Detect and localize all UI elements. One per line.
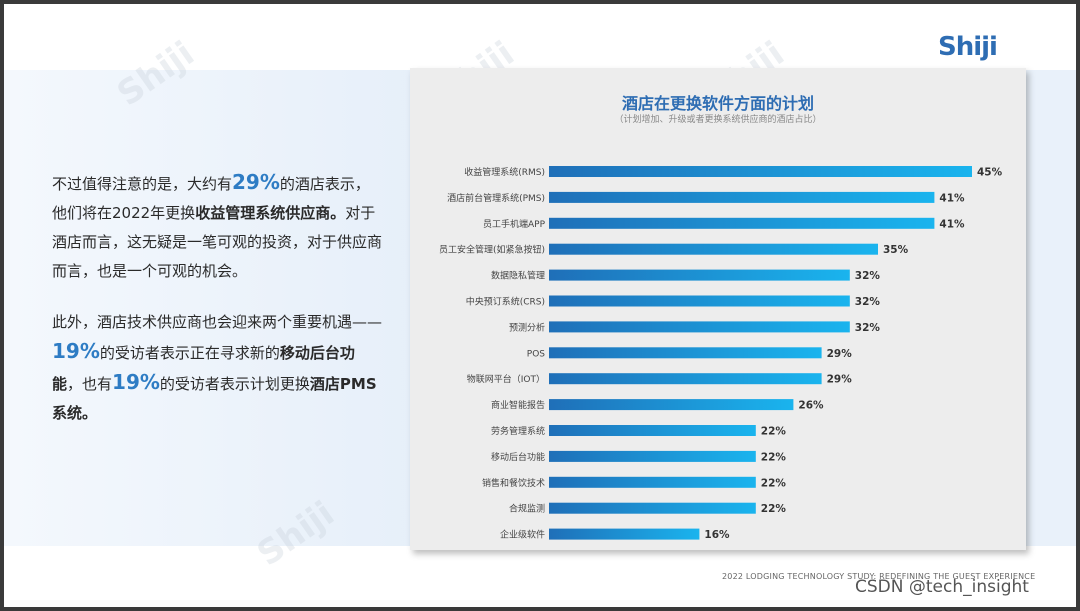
bar (549, 450, 756, 462)
bar (549, 399, 794, 411)
bar (549, 191, 935, 203)
summary-text: 不过值得注意的是，大约有29%的酒店表示，他们将在2022年更换收益管理系统供应… (52, 168, 382, 450)
bar (549, 295, 850, 307)
bar (549, 476, 756, 488)
value-label: 32% (855, 270, 881, 282)
value-label: 16% (704, 529, 730, 541)
bar (549, 502, 756, 514)
value-label: 29% (827, 348, 853, 360)
value-label: 41% (939, 218, 965, 230)
bar (549, 217, 935, 229)
value-label: 32% (855, 296, 881, 308)
bar (549, 166, 972, 177)
value-label: 35% (883, 244, 909, 256)
chart-card: 酒店在更换软件方面的计划 （计划增加、升级或者更换系统供应商的酒店占比） 收益管… (410, 68, 1026, 550)
category-label: 劳务管理系统 (491, 425, 545, 437)
category-label: 预测分析 (509, 321, 545, 333)
category-label: 企业级软件 (500, 529, 545, 541)
category-label: 员工安全管理(如紧急按钮) (439, 244, 545, 256)
bar (549, 373, 822, 385)
csdn-watermark: CSDN @tech_insight (855, 577, 1029, 597)
category-label: 中央预订系统(CRS) (466, 296, 545, 308)
value-label: 32% (855, 322, 881, 334)
bar (549, 425, 756, 436)
value-label: 22% (761, 503, 787, 515)
bar (549, 347, 822, 359)
bar (549, 528, 700, 540)
value-label: 45% (977, 167, 1003, 179)
bar (549, 243, 878, 255)
category-label: 酒店前台管理系统(PMS) (447, 192, 545, 204)
chart-title: 酒店在更换软件方面的计划 (621, 94, 814, 113)
footer-caption: 2022 LODGING TECHNOLOGY STUDY: REDEFININ… (722, 572, 1036, 581)
bar (549, 321, 850, 333)
category-label: 物联网平台（IOT） (467, 373, 545, 385)
category-label: 数据隐私管理 (491, 270, 545, 282)
value-label: 29% (827, 374, 853, 386)
paragraph-1: 不过值得注意的是，大约有29%的酒店表示，他们将在2022年更换收益管理系统供应… (52, 170, 383, 280)
value-label: 22% (761, 451, 787, 463)
category-label: 员工手机端APP (483, 218, 546, 230)
value-label: 22% (761, 477, 787, 489)
shiji-logo: Shiji (938, 32, 998, 62)
slide: Shiji Shiji Shiji Shiji Shiji Shiji 不过值得… (4, 4, 1076, 607)
background-band-right (1024, 70, 1076, 546)
category-label: 收益管理系统(RMS) (464, 166, 545, 178)
value-label: 22% (761, 426, 787, 438)
category-label: 移动后台功能 (491, 451, 545, 463)
category-label: 合规监测 (509, 503, 545, 515)
value-label: 26% (798, 400, 824, 412)
value-label: 41% (939, 192, 965, 204)
background-band (4, 70, 424, 546)
category-label: 商业智能报告 (491, 399, 545, 411)
bar-chart: 收益管理系统(RMS) 45% 酒店前台管理系统(PMS) 41% 员工手机端APP 41… (439, 166, 1003, 541)
paragraph-2: 此外，酒店技术供应商也会迎来两个重要机遇——19%的受访者表示正在寻求新的移动后… (52, 313, 383, 422)
category-label: POS (527, 349, 546, 359)
category-label: 销售和餐饮技术 (482, 477, 545, 489)
bar (549, 269, 850, 281)
chart-subtitle: （计划增加、升级或者更换系统供应商的酒店占比） (614, 115, 822, 125)
